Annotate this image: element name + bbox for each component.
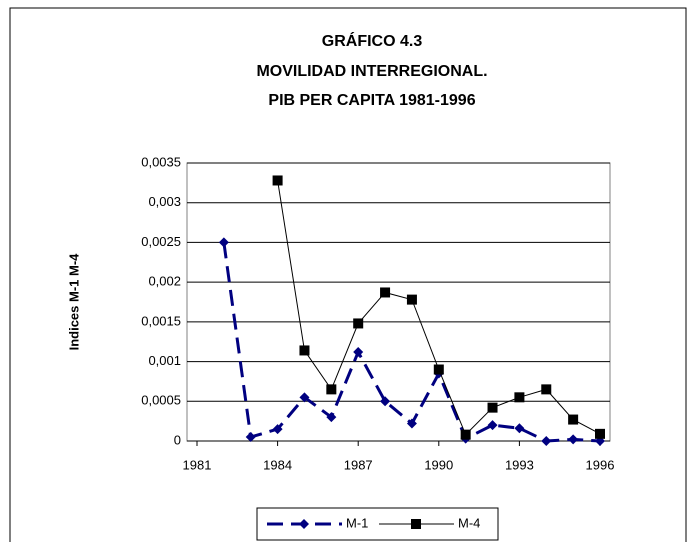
y-tick-label: 0,0015: [141, 313, 181, 328]
y-tick-label: 0,002: [148, 274, 181, 289]
legend-label: M-4: [458, 515, 480, 530]
marker: [595, 428, 605, 439]
x-tick-label: 1993: [505, 457, 534, 472]
marker: [433, 364, 444, 375]
x-tick-label: 1990: [424, 457, 453, 472]
marker: [568, 414, 579, 425]
marker: [299, 345, 310, 356]
chart-title: PIB PER CAPITA 1981-1996: [268, 92, 475, 109]
marker: [326, 384, 337, 395]
series-line: [222, 242, 601, 443]
y-tick-label: 0,0005: [141, 393, 181, 408]
marker: [245, 432, 256, 443]
series-line: [277, 180, 601, 436]
marker: [406, 294, 417, 305]
marker: [326, 412, 337, 423]
chart-title: MOVILIDAD INTERREGIONAL.: [256, 63, 487, 80]
plot-area: [186, 162, 611, 442]
marker: [487, 420, 498, 431]
chart-border: [9, 7, 687, 547]
x-tick-label: 1987: [344, 457, 373, 472]
marker: [568, 434, 579, 445]
marker: [541, 436, 552, 446]
y-tick-label: 0,003: [148, 194, 181, 209]
marker: [514, 392, 525, 403]
x-tick-label: 1981: [183, 457, 212, 472]
chart-title: GRÁFICO 4.3: [322, 31, 423, 50]
y-tick-label: 0,001: [148, 353, 181, 368]
y-tick-label: 0,0035: [141, 154, 181, 169]
y-axis-label: Indices M-1 M-4: [66, 253, 81, 351]
marker: [541, 384, 552, 395]
legend-marker: [411, 519, 421, 529]
x-tick-label: 1984: [263, 457, 292, 472]
x-tick-label: 1996: [586, 457, 615, 472]
y-tick-label: 0,0025: [141, 234, 181, 249]
marker: [380, 396, 391, 407]
marker: [299, 392, 310, 403]
marker: [218, 237, 229, 248]
marker: [380, 287, 391, 298]
marker: [460, 429, 471, 440]
marker: [272, 175, 283, 186]
legend-label: M-1: [346, 515, 368, 530]
y-tick-label: 0: [174, 432, 181, 447]
marker: [353, 347, 364, 358]
marker: [353, 318, 364, 329]
marker: [514, 423, 525, 434]
legend-marker: [299, 519, 309, 529]
legend: [256, 507, 499, 541]
marker: [487, 402, 498, 413]
marker: [406, 418, 417, 429]
marker: [272, 424, 283, 435]
